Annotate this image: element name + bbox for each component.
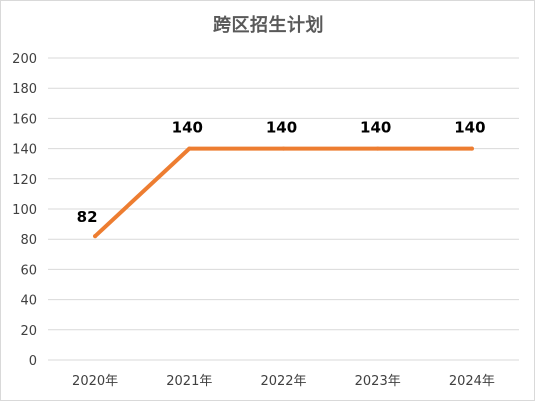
y-tick-label: 0 (29, 354, 37, 369)
data-label: 140 (266, 119, 297, 137)
x-tick-label: 2022年 (260, 374, 306, 389)
data-point (375, 146, 380, 151)
chart-title: 跨区招生计划 (213, 15, 324, 36)
data-point (187, 146, 192, 151)
x-tick-label: 2023年 (355, 374, 401, 389)
y-tick-label: 20 (20, 324, 37, 339)
y-tick-label: 40 (20, 294, 37, 309)
y-tick-label: 80 (20, 233, 37, 248)
data-label: 140 (172, 119, 203, 137)
data-point (469, 146, 474, 151)
data-label: 82 (77, 208, 98, 226)
data-label: 140 (454, 119, 485, 137)
y-tick-label: 200 (12, 52, 37, 67)
y-tick-label: 160 (12, 112, 37, 127)
y-tick-label: 100 (12, 203, 37, 218)
data-label: 140 (360, 119, 391, 137)
y-tick-label: 60 (20, 263, 37, 278)
series-line (93, 146, 474, 239)
x-tick-label: 2021年 (166, 374, 212, 389)
data-point (93, 234, 98, 239)
x-tick-label: 2024年 (449, 374, 495, 389)
x-tick-label: 2020年 (72, 374, 118, 389)
y-tick-label: 180 (12, 82, 37, 97)
y-tick-label: 120 (12, 173, 37, 188)
y-tick-label: 140 (12, 143, 37, 158)
data-point (281, 146, 286, 151)
